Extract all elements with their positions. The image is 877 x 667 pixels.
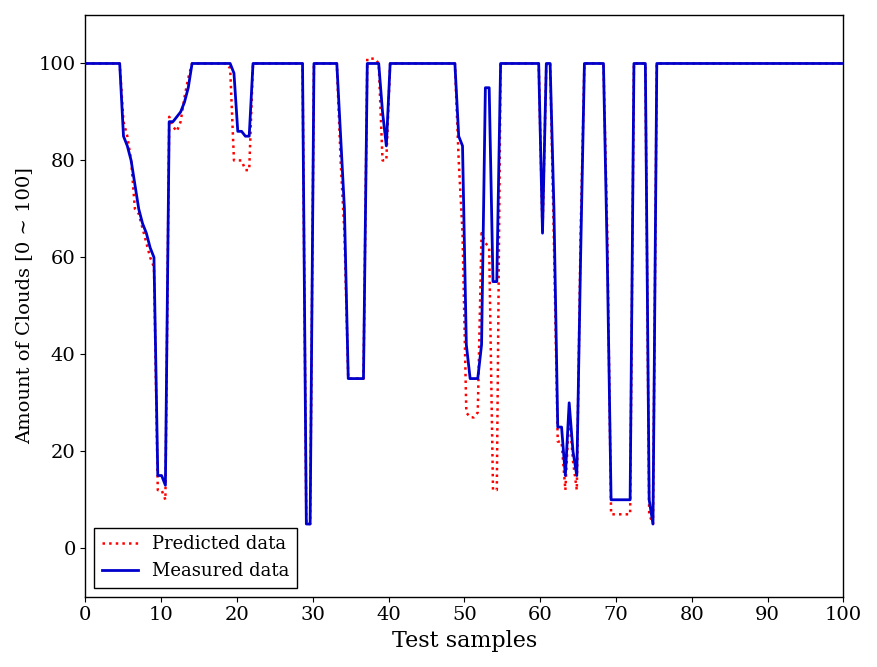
Predicted data xyxy=(301,520,311,528)
Predicted data xyxy=(362,55,373,63)
Predicted data xyxy=(221,59,232,67)
Y-axis label: Amount of Clouds [0 ∼ 100]: Amount of Clouds [0 ∼ 100] xyxy=(15,167,33,444)
Measured data xyxy=(221,59,232,67)
Measured data xyxy=(838,59,849,67)
Predicted data xyxy=(80,59,90,67)
Predicted data xyxy=(282,59,293,67)
Predicted data xyxy=(126,157,137,165)
Predicted data xyxy=(808,59,818,67)
Measured data xyxy=(111,59,121,67)
Measured data xyxy=(80,59,90,67)
Legend: Predicted data, Measured data: Predicted data, Measured data xyxy=(95,528,296,588)
Measured data xyxy=(804,59,815,67)
Measured data xyxy=(282,59,293,67)
Measured data xyxy=(777,59,788,67)
Predicted data xyxy=(838,59,849,67)
Line: Measured data: Measured data xyxy=(85,63,844,524)
Predicted data xyxy=(111,59,121,67)
Measured data xyxy=(301,520,311,528)
Measured data xyxy=(126,157,137,165)
X-axis label: Test samples: Test samples xyxy=(392,630,537,652)
Line: Predicted data: Predicted data xyxy=(85,59,844,524)
Predicted data xyxy=(781,59,792,67)
